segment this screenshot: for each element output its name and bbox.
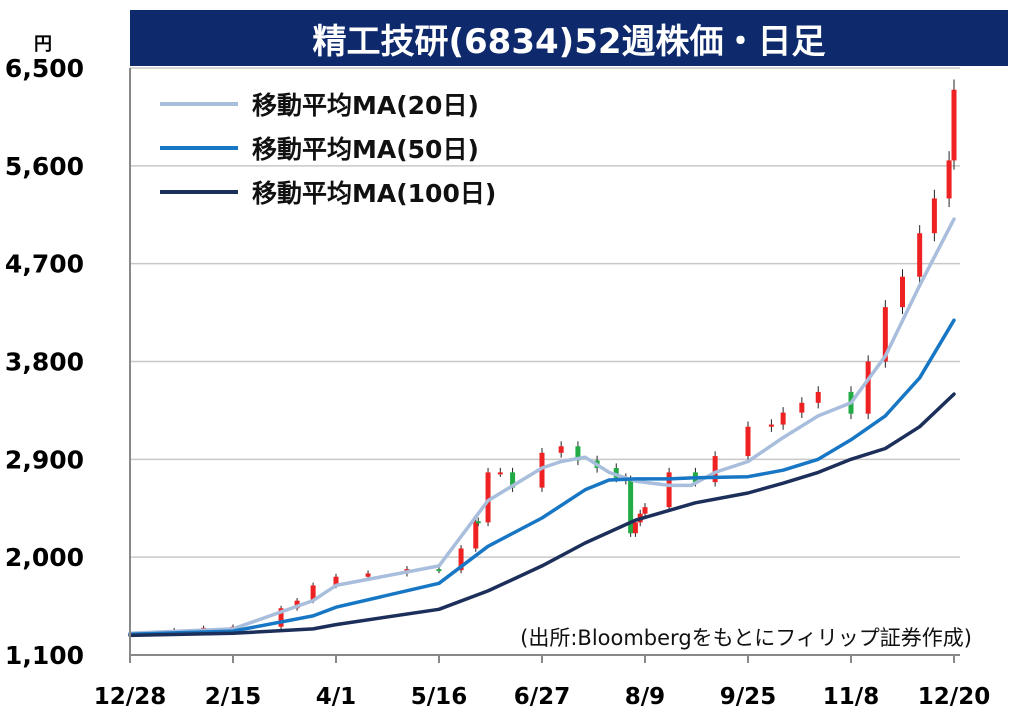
tick-labels: 6,500 5,600 4,700 3,800 2,900 2,000 1,100 12/28… [5,54,990,710]
y-tick-label: 6,500 [5,54,84,83]
source-note: (出所:Bloombergをもとにフィリップ証券作成) [520,626,972,650]
candle-up [768,424,774,427]
y-axis-unit-label: 円 [34,34,52,55]
candle-down [436,569,442,572]
legend-item-ma100: 移動平均MA(100日) [160,170,496,214]
legend-label-ma50: 移動平均MA(50日) [252,135,479,164]
legend-swatch-ma100 [160,190,238,194]
candle-down [628,479,634,534]
candle-up [900,276,905,308]
x-tick-label: 11/8 [823,684,879,710]
x-tick-label: 6/27 [514,684,570,710]
y-tick-label: 1,100 [5,641,84,670]
candle-up [865,361,871,414]
candle-up [642,507,648,514]
x-tick-label: 8/9 [625,684,665,710]
x-tick-label: 4/1 [316,684,356,710]
candle-up [333,576,339,586]
ma20-line [128,217,956,636]
y-tick-label: 5,600 [5,152,84,181]
ma50-line [128,318,956,637]
legend-swatch-ma50 [160,146,238,150]
candle-up [799,402,805,413]
candle-up [458,548,464,571]
axes [129,68,960,663]
candle-down [510,472,516,488]
ma100-line [128,392,956,638]
chart-title: 精工技研(6834)52週株価・日足 [130,10,1008,66]
candle-up [278,608,284,627]
x-tick-label: 5/16 [411,684,467,710]
y-tick-label: 4,700 [5,250,84,279]
candle-up [951,89,957,161]
candle-up [917,233,923,277]
candle-up [485,472,491,523]
candle-up [497,472,503,475]
moving-average-lines [128,217,956,638]
candle-up [946,160,952,199]
candle-up [780,412,786,425]
candle-down [475,521,481,524]
candle-up [815,391,821,403]
legend-swatch-ma20 [160,102,238,106]
candle-down [613,468,619,478]
x-tick-label: 9/25 [720,684,776,710]
candle-up [539,452,545,488]
candle-up [310,585,316,601]
legend-item-ma50: 移動平均MA(50日) [160,126,496,170]
candle-up [473,521,479,549]
y-tick-label: 3,800 [5,348,84,377]
legend-label-ma100: 移動平均MA(100日) [252,179,497,208]
legend: 移動平均MA(20日) 移動平均MA(50日) 移動平均MA(100日) [160,82,496,214]
candle-up [558,446,564,453]
x-tick-label: 2/15 [205,684,261,710]
candle-up [632,522,638,534]
candle-up [882,307,888,362]
y-tick-label: 2,900 [5,445,84,474]
candle-up [745,426,751,457]
candle-up [931,198,937,234]
legend-label-ma20: 移動平均MA(20日) [252,91,479,120]
candle-up [666,472,672,508]
grid-lines [130,67,960,558]
candle-down [575,446,581,461]
legend-item-ma20: 移動平均MA(20日) [160,82,496,126]
candle-up [365,573,371,577]
y-tick-label: 2,000 [5,543,84,572]
x-tick-label: 12/20 [918,684,990,710]
x-tick-label: 12/28 [94,684,166,710]
candle-up [712,456,718,483]
